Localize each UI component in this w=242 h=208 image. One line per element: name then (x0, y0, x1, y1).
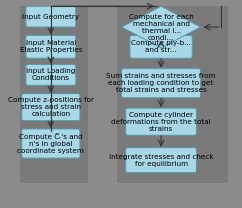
Text: Integrate stresses and check
for equilibrium: Integrate stresses and check for equilib… (109, 154, 213, 167)
Text: Compute C̅ᵣ's and
n's in global
coordinate system: Compute C̅ᵣ's and n's in global coordina… (17, 133, 84, 154)
FancyBboxPatch shape (117, 6, 228, 183)
Text: Compute z-positions for
stress and strain
calculation: Compute z-positions for stress and strai… (8, 97, 94, 117)
FancyBboxPatch shape (126, 108, 197, 135)
FancyBboxPatch shape (22, 94, 80, 121)
FancyBboxPatch shape (126, 148, 197, 173)
Text: Sum strains and stresses from
each loading condition to get
total strains and st: Sum strains and stresses from each loadi… (106, 73, 216, 93)
FancyBboxPatch shape (20, 6, 88, 183)
FancyBboxPatch shape (26, 35, 76, 58)
FancyBboxPatch shape (121, 69, 201, 98)
FancyBboxPatch shape (26, 64, 76, 85)
Text: Compute for each
mechanical and
thermal l...
condi...: Compute for each mechanical and thermal … (129, 14, 193, 41)
Text: Input Geometry: Input Geometry (22, 14, 79, 20)
FancyBboxPatch shape (130, 35, 192, 58)
Text: Compute cylinder
deformations from the total
strains: Compute cylinder deformations from the t… (111, 112, 211, 132)
Text: Input Material
Elastic Properties: Input Material Elastic Properties (20, 40, 82, 53)
Text: Compute ply-b...
and str...: Compute ply-b... and str... (131, 40, 191, 53)
Text: Input Loading
Conditions: Input Loading Conditions (26, 68, 76, 81)
Polygon shape (121, 6, 201, 48)
FancyBboxPatch shape (22, 129, 80, 158)
FancyBboxPatch shape (26, 6, 76, 27)
